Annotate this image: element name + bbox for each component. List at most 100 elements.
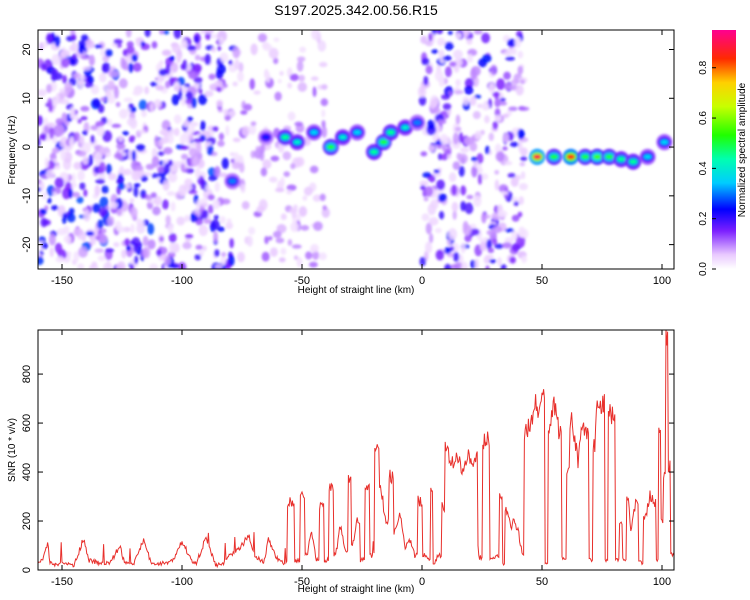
heatmap-cell	[59, 88, 66, 93]
heatmap-cell	[520, 79, 525, 85]
heatmap-cell	[238, 62, 244, 73]
heatmap-cell	[511, 230, 518, 241]
heatmap-cell	[46, 122, 56, 128]
heatmap-cell	[469, 96, 477, 106]
heatmap-cell	[90, 84, 100, 95]
heatmap-cell	[61, 58, 70, 68]
heatmap-cell	[446, 153, 452, 159]
heatmap-cell	[291, 207, 297, 219]
heatmap-cell	[182, 184, 193, 191]
heatmap-cell	[80, 74, 86, 81]
heatmap-cell	[88, 54, 95, 67]
heatmap-cell	[241, 125, 251, 137]
heatmap-cell	[279, 71, 284, 76]
heatmap-cell	[119, 166, 125, 175]
heatmap-cell	[218, 37, 224, 45]
heatmap-cell	[157, 151, 165, 156]
heatmap-cell	[80, 55, 91, 60]
heatmap-cell	[240, 110, 248, 115]
heatmap-cell	[214, 264, 223, 269]
heatmap-cell	[80, 105, 90, 112]
heatmap-cell	[518, 196, 524, 205]
heatmap-cell	[182, 86, 188, 94]
heatmap-cell	[473, 94, 482, 99]
heatmap-cell	[136, 223, 146, 234]
heatmap-cell	[485, 254, 494, 259]
snr-plot-area	[38, 330, 674, 570]
y-tick-label: 20	[21, 43, 33, 55]
heatmap-cell	[129, 206, 138, 218]
heatmap-cell	[169, 242, 175, 254]
heatmap-cell	[321, 126, 328, 138]
heatmap-cell	[208, 73, 216, 80]
heatmap-cell	[515, 84, 524, 96]
heatmap-cell	[486, 239, 493, 250]
heatmap-cell	[476, 153, 484, 165]
heatmap-cell	[72, 53, 78, 59]
heatmap-cell	[466, 194, 474, 200]
heatmap-cell	[513, 201, 519, 207]
heatmap-cell	[437, 119, 445, 125]
heatmap-cell	[462, 224, 472, 236]
heatmap-cell	[481, 32, 491, 44]
heatmap-cell	[312, 194, 322, 202]
heatmap-feature-core	[310, 129, 318, 135]
heatmap-cell	[317, 40, 327, 52]
heatmap-cell	[503, 50, 512, 56]
heatmap-cell	[318, 252, 327, 261]
heatmap-cell	[517, 128, 525, 140]
x-tick-label: 0	[419, 576, 425, 588]
heatmap-cell	[195, 142, 202, 154]
heatmap-cell	[107, 80, 115, 91]
heatmap-cell	[237, 71, 244, 83]
heatmap-cell	[96, 232, 106, 243]
heatmap-cell	[268, 47, 279, 59]
heatmap-cell	[45, 169, 55, 179]
heatmap-cell	[446, 238, 451, 247]
heatmap-cell	[494, 169, 500, 175]
heatmap-cell	[95, 235, 100, 241]
heatmap-cell	[79, 135, 85, 144]
heatmap-cell	[308, 261, 318, 268]
figure-title: S197.2025.342.00.56.R15	[274, 2, 438, 18]
heatmap-cell	[92, 203, 101, 213]
heatmap-cell	[52, 191, 57, 197]
heatmap-cell	[312, 86, 317, 98]
heatmap-cell	[147, 223, 155, 235]
heatmap-cell	[448, 90, 453, 97]
heatmap-cell	[250, 43, 258, 56]
heatmap-cell	[195, 167, 201, 179]
heatmap-cell	[66, 236, 72, 245]
heatmap-cell	[95, 120, 105, 127]
heatmap-cell	[451, 184, 457, 196]
heatmap-cell	[204, 141, 212, 147]
heatmap-cell	[440, 153, 449, 161]
heatmap-cell	[40, 217, 48, 228]
heatmap-cell	[299, 46, 307, 53]
heatmap-cell	[83, 189, 88, 197]
x-tick-label: -50	[294, 576, 310, 588]
heatmap-cell	[275, 237, 285, 244]
heatmap-cell	[225, 221, 233, 230]
heatmap-feature-core	[581, 154, 590, 160]
heatmap-cell	[54, 35, 61, 48]
heatmap-cell	[210, 219, 221, 229]
heatmap-cell	[510, 79, 519, 85]
heatmap-cell	[262, 43, 273, 51]
heatmap-cell	[280, 176, 285, 188]
heatmap-cell	[126, 45, 135, 55]
heatmap-feature-core	[370, 149, 378, 155]
heatmap-cell	[114, 86, 119, 99]
heatmap-cell	[168, 232, 177, 243]
heatmap-cell	[38, 137, 41, 147]
colorbar-tick-label: 0.0	[698, 262, 709, 276]
heatmap-cell	[153, 99, 162, 109]
heatmap-cell	[282, 151, 292, 161]
heatmap-cell	[69, 106, 75, 119]
heatmap-cell	[132, 62, 142, 72]
heatmap-cell	[494, 243, 504, 249]
x-tick-label: 100	[653, 576, 671, 588]
heatmap-cell	[294, 121, 304, 127]
heatmap-cell	[494, 143, 502, 154]
heatmap-cell	[444, 66, 452, 78]
